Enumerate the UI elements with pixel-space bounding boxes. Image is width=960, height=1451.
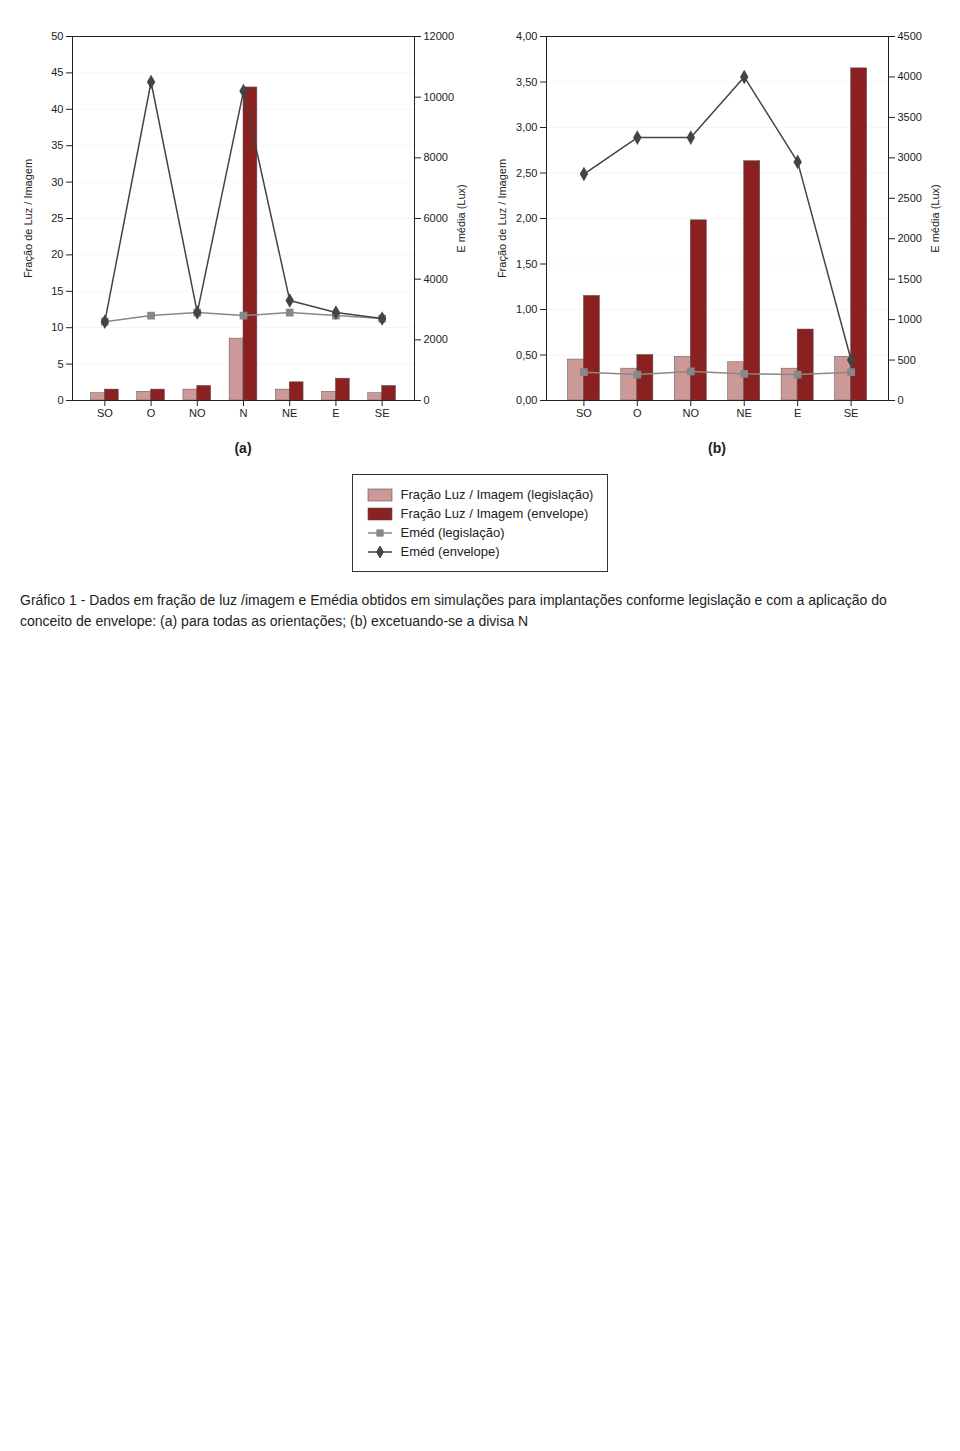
svg-text:NE: NE [737, 407, 752, 419]
svg-text:500: 500 [898, 354, 916, 366]
svg-text:15: 15 [51, 285, 63, 297]
svg-text:NO: NO [189, 407, 206, 419]
svg-text:40: 40 [51, 103, 63, 115]
svg-text:1000: 1000 [898, 313, 922, 325]
svg-text:8000: 8000 [424, 151, 448, 163]
html-text:Eméd (envelope): Eméd (envelope) [400, 544, 500, 559]
svg-text:6000: 6000 [424, 212, 448, 224]
svg-text:3500: 3500 [898, 111, 922, 123]
svg-text:N: N [240, 407, 248, 419]
svg-text:12000: 12000 [424, 30, 455, 42]
svg-text:O: O [147, 407, 156, 419]
svg-text:2000: 2000 [898, 232, 922, 244]
svg-text:4000: 4000 [898, 70, 922, 82]
svg-text:NE: NE [282, 407, 297, 419]
svg-text:20: 20 [51, 248, 63, 260]
svg-text:0: 0 [424, 394, 430, 406]
svg-text:45: 45 [51, 66, 63, 78]
svg-text:0: 0 [898, 394, 904, 406]
html-text:Gráfico 1 - Dados em fração de: Gráfico 1 - Dados em fração de luz /imag… [20, 592, 887, 629]
svg-text:SE: SE [844, 407, 859, 419]
svg-text:2,50: 2,50 [516, 167, 537, 179]
svg-text:10: 10 [51, 321, 63, 333]
svg-text:NO: NO [683, 407, 700, 419]
svg-text:Fração de Luz / Imagem: Fração de Luz / Imagem [496, 159, 508, 278]
svg-text:2000: 2000 [424, 333, 448, 345]
svg-text:35: 35 [51, 139, 63, 151]
svg-text:0,00: 0,00 [516, 394, 537, 406]
svg-text:30: 30 [51, 176, 63, 188]
svg-text:10000: 10000 [424, 91, 455, 103]
svg-text:Fração de Luz / Imagem: Fração de Luz / Imagem [22, 159, 34, 278]
svg-text:1,50: 1,50 [516, 258, 537, 270]
svg-text:4,00: 4,00 [516, 30, 537, 42]
svg-text:E: E [332, 407, 339, 419]
html-text:Fração Luz / Imagem (legislaçã: Fração Luz / Imagem (legislação) [400, 487, 594, 502]
html-text:(b): (b) [708, 440, 726, 456]
svg-text:3,50: 3,50 [516, 76, 537, 88]
svg-text:4000: 4000 [424, 273, 448, 285]
html-text:(a): (a) [234, 440, 252, 456]
svg-text:O: O [633, 407, 642, 419]
svg-text:SO: SO [576, 407, 592, 419]
svg-text:2,00: 2,00 [516, 212, 537, 224]
svg-text:3,00: 3,00 [516, 121, 537, 133]
svg-text:2500: 2500 [898, 192, 922, 204]
svg-text:1500: 1500 [898, 273, 922, 285]
svg-text:50: 50 [51, 30, 63, 42]
svg-text:SE: SE [375, 407, 390, 419]
svg-text:5: 5 [57, 358, 63, 370]
svg-text:SO: SO [97, 407, 113, 419]
svg-text:4500: 4500 [898, 30, 922, 42]
svg-text:E: E [794, 407, 801, 419]
svg-text:E média (Lux): E média (Lux) [455, 184, 467, 252]
svg-text:0: 0 [57, 394, 63, 406]
html-text:Eméd (legislação): Eméd (legislação) [400, 525, 505, 540]
html-text:Fração Luz / Imagem (envelope): Fração Luz / Imagem (envelope) [400, 506, 589, 521]
svg-text:25: 25 [51, 212, 63, 224]
svg-text:1,00: 1,00 [516, 303, 537, 315]
svg-text:3000: 3000 [898, 151, 922, 163]
svg-text:E média (Lux): E média (Lux) [929, 184, 941, 252]
svg-text:0,50: 0,50 [516, 349, 537, 361]
